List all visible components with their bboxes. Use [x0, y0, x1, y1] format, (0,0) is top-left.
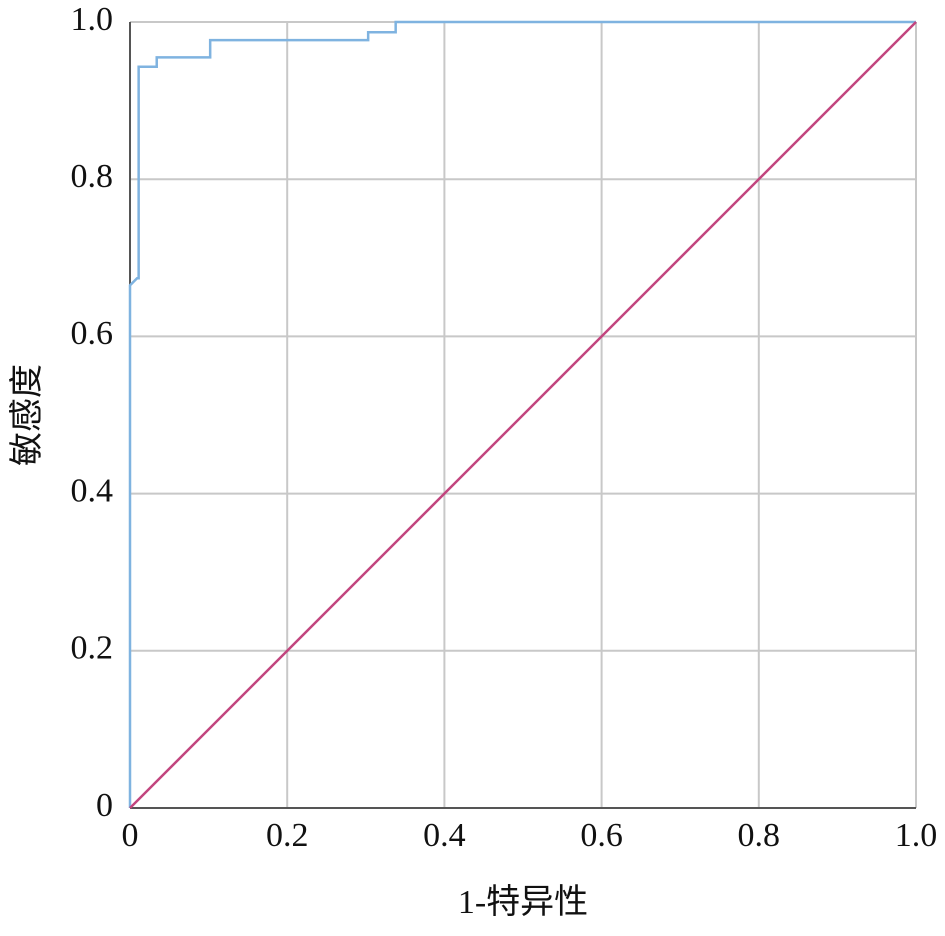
y-axis-title: 敏感度 [8, 364, 46, 466]
x-tick-label: 0.2 [266, 817, 309, 854]
y-tick-label: 0.2 [71, 630, 114, 667]
x-tick-label: 1.0 [895, 817, 938, 854]
y-tick-label: 0.8 [71, 158, 114, 195]
x-tick-label: 0.8 [738, 817, 781, 854]
y-tick-label: 0 [96, 787, 113, 824]
line-series [128, 20, 916, 808]
x-axis-title: 1-特异性 [458, 883, 588, 921]
x-tick-label: 0.6 [580, 817, 623, 854]
y-tick-label: 0.4 [71, 472, 114, 509]
y-tick-label: 1.0 [71, 1, 114, 38]
x-tick-label: 0.4 [423, 817, 466, 854]
line-series [129, 21, 917, 809]
x-tick-label: 0 [122, 817, 139, 854]
y-tick-label: 0.6 [71, 315, 114, 352]
